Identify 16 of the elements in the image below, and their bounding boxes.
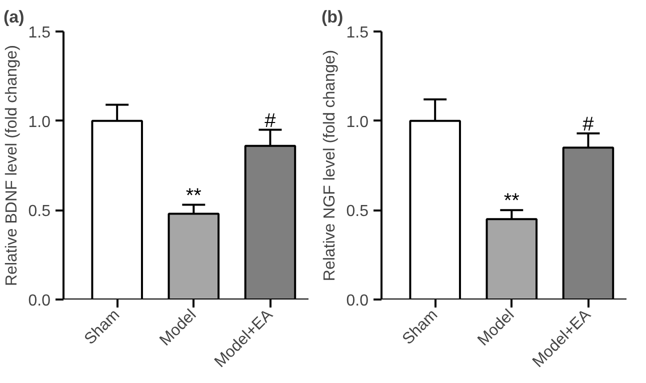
y-tick-label: 0.0 bbox=[28, 292, 51, 310]
y-axis-title: Relative BDNF level (fold change) bbox=[3, 44, 20, 286]
y-tick-label: 1.5 bbox=[28, 24, 51, 42]
y-tick-label: 1.0 bbox=[28, 114, 51, 131]
y-tick-label: 0.5 bbox=[28, 203, 51, 220]
chart-title: (b) bbox=[322, 8, 344, 26]
y-tick-label: 0.5 bbox=[346, 203, 369, 220]
annotation: ** bbox=[504, 190, 520, 212]
annotation: ** bbox=[186, 184, 202, 207]
annotation: # bbox=[264, 110, 277, 132]
annotation: # bbox=[582, 113, 595, 136]
chart-title: (a) bbox=[4, 8, 24, 26]
y-axis-title: Relative NGF level (fold change) bbox=[321, 50, 338, 282]
y-tick-label: 1.5 bbox=[346, 24, 369, 42]
y-tick-label: 1.0 bbox=[346, 114, 369, 131]
y-tick-label: 0.0 bbox=[346, 292, 369, 310]
